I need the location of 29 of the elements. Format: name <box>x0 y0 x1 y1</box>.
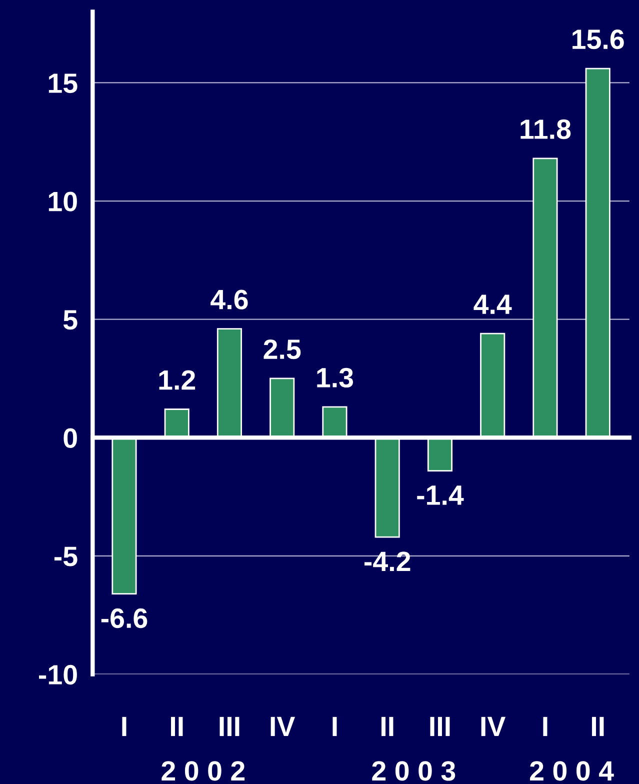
data-label: 1.3 <box>317 368 354 388</box>
x-tick-label: IV <box>270 716 296 736</box>
data-label: 11.8 <box>520 119 571 140</box>
data-label: 15.6 <box>572 29 624 50</box>
y-tick-label: -10 <box>39 664 77 685</box>
data-label: -4.2 <box>364 552 410 572</box>
text: 2 0 0 2 <box>162 761 245 781</box>
x-tick-label: IV <box>481 716 506 736</box>
y-tick-label: 5 <box>63 310 78 330</box>
data-label: -1.4 <box>417 486 464 505</box>
data-label: 1.2 <box>159 370 196 390</box>
x-tick-label: I <box>122 716 126 736</box>
data-label: 4.6 <box>210 290 248 310</box>
x-tick-label: II <box>592 716 604 736</box>
x-tick-label: II <box>170 716 183 736</box>
data-label: 4.4 <box>474 294 512 314</box>
x-tick-label: I <box>332 716 337 736</box>
y-tick-label: 10 <box>48 192 77 212</box>
data-label: 2.5 <box>264 339 301 360</box>
x-tick-label: I <box>543 716 548 736</box>
x-tick-label: II <box>381 716 394 736</box>
y-tick-label: 0 <box>64 428 77 448</box>
text: 2 0 0 3 <box>372 761 456 781</box>
data-label: -6.6 <box>101 608 148 628</box>
text: 2 0 0 4 <box>530 761 614 781</box>
y-tick-label: 15 <box>48 74 78 94</box>
x-tick-label: III <box>220 716 240 736</box>
x-tick-label: III <box>430 716 450 736</box>
y-tick-label: -5 <box>54 546 78 566</box>
